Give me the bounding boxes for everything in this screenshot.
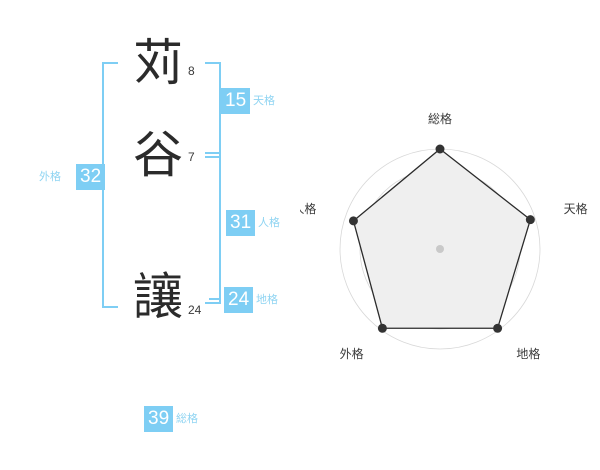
tenkaku-bracket [205, 62, 221, 158]
radar-point-天格 [525, 215, 535, 225]
radar-outline [352, 148, 532, 329]
radar-axis-label-総格: 総格 [428, 111, 452, 126]
radar-area [353, 149, 531, 329]
jinkaku-value-badge: 31 [226, 210, 256, 236]
radar-center-dot [436, 245, 444, 253]
chikaku-bracket [209, 298, 219, 300]
tenkaku-label: 天格 [253, 94, 275, 107]
jinkaku-bracket [205, 152, 221, 304]
stroke-count-2: 7 [188, 150, 195, 164]
name-breakdown-panel: 苅 8 谷 7 讓 24 15 天格 31 人格 24 地格 32 外格 39 … [39, 34, 280, 432]
radar-point-人格 [348, 216, 358, 226]
radar-data-points [348, 144, 535, 333]
tenkaku-value-badge: 15 [221, 88, 251, 114]
radar-point-総格 [435, 144, 445, 154]
soukaku-label: 総格 [176, 412, 198, 425]
gaikaku-label: 外格 [39, 170, 61, 183]
chikaku-value-badge: 24 [224, 287, 254, 313]
jinkaku-label: 人格 [258, 216, 280, 229]
radar-axis-label-天格: 天格 [564, 201, 588, 216]
gaikaku-value-badge: 32 [76, 164, 106, 190]
name-character-1: 苅 [133, 34, 183, 92]
chikaku-label: 地格 [256, 293, 278, 306]
radar-axis-label-外格: 外格 [340, 346, 364, 361]
soukaku-value-badge: 39 [144, 406, 174, 432]
radar-point-外格 [377, 323, 387, 333]
name-character-3: 讓 [133, 268, 183, 326]
radar-axis-label-地格: 地格 [516, 346, 540, 361]
stroke-count-3: 24 [188, 303, 202, 317]
radar-point-地格 [493, 323, 503, 333]
radar-axis-label-人格: 人格 [300, 201, 316, 216]
stroke-count-1: 8 [188, 64, 195, 78]
name-character-2: 谷 [133, 126, 183, 184]
